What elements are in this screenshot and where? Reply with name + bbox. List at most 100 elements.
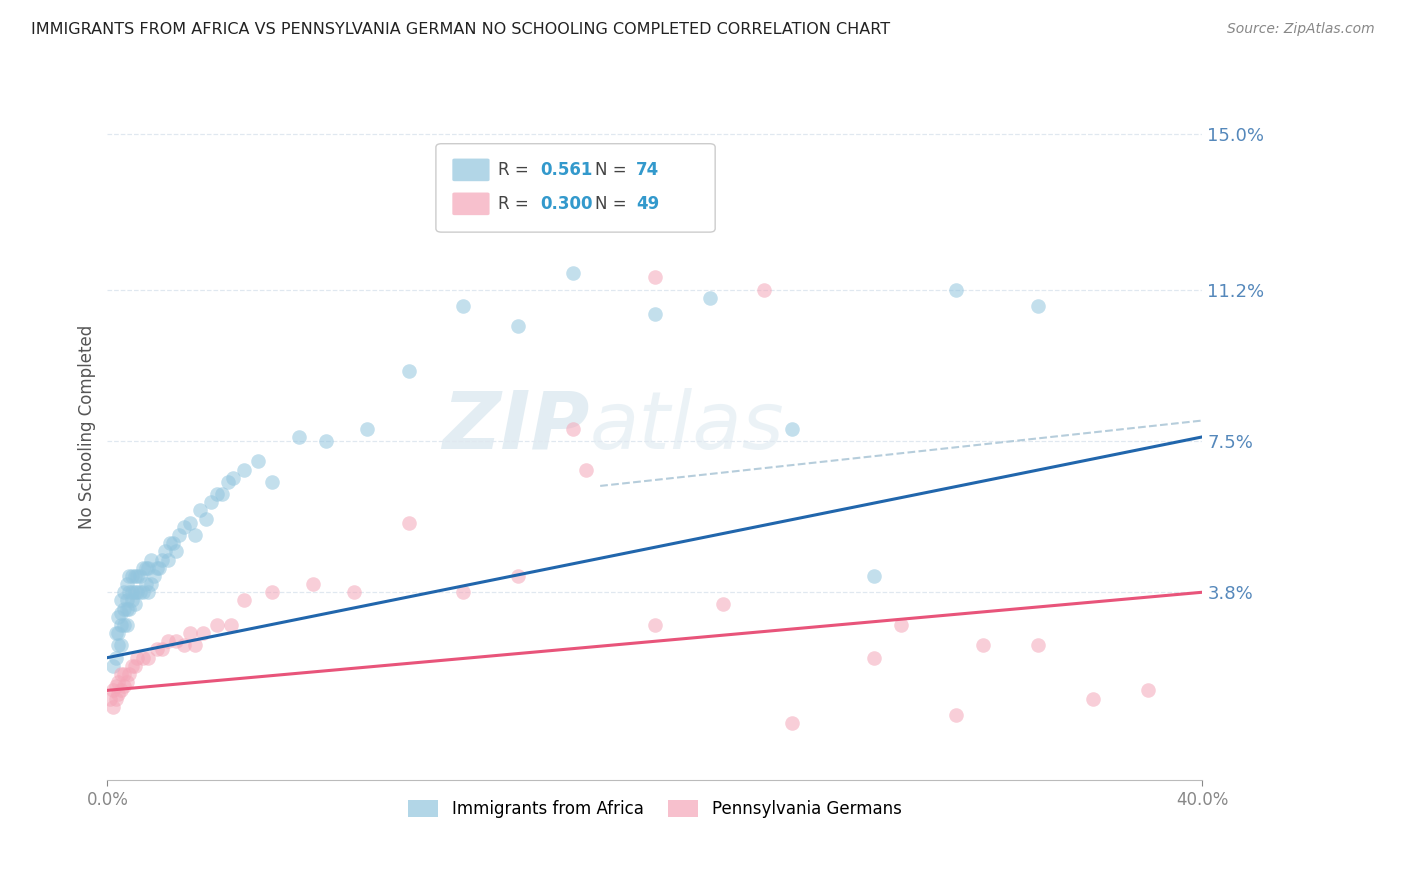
Point [129,585,152,599]
Point [453,585,475,599]
Point [115,675,138,690]
Point [173,639,195,653]
Point [356,422,378,436]
Point [150,552,173,566]
Point [205,487,228,501]
FancyBboxPatch shape [453,159,489,181]
Point [644,270,666,285]
Point [124,585,146,599]
Point [115,577,138,591]
Text: R =: R = [498,194,534,213]
Point [112,667,135,681]
Point [343,585,366,599]
Point [141,552,163,566]
Text: N =: N = [595,194,631,213]
Point [711,598,734,612]
Text: IMMIGRANTS FROM AFRICA VS PENNSYLVANIA GERMAN NO SCHOOLING COMPLETED CORRELATION: IMMIGRANTS FROM AFRICA VS PENNSYLVANIA G… [31,22,890,37]
Point [138,560,160,574]
Point [863,569,886,583]
Point [644,307,666,321]
Point [233,462,256,476]
Point [288,430,311,444]
Text: R =: R = [498,161,534,179]
Point [260,585,283,599]
Point [165,544,187,558]
Point [124,598,146,612]
Point [101,699,124,714]
Point [699,291,721,305]
Point [184,528,207,542]
Text: atlas: atlas [589,388,785,466]
Point [1026,639,1049,653]
Point [301,577,323,591]
Legend: Immigrants from Africa, Pennsylvania Germans: Immigrants from Africa, Pennsylvania Ger… [402,794,908,825]
Point [107,675,129,690]
Point [141,577,163,591]
Point [121,569,143,583]
Point [167,528,190,542]
Point [780,422,803,436]
Point [112,618,135,632]
Point [132,650,155,665]
Text: Source: ZipAtlas.com: Source: ZipAtlas.com [1227,22,1375,37]
Point [754,283,776,297]
Point [124,658,146,673]
Point [121,658,143,673]
Point [121,593,143,607]
Point [150,642,173,657]
Point [506,569,529,583]
Point [129,569,152,583]
Point [315,434,337,448]
Point [110,593,132,607]
Point [118,569,141,583]
Point [575,462,598,476]
Point [101,658,124,673]
Text: ZIP: ZIP [441,388,589,466]
Point [115,601,138,615]
Point [194,511,217,525]
Point [127,650,149,665]
Point [233,593,256,607]
Point [222,471,245,485]
Point [165,634,187,648]
Point [110,639,132,653]
Point [156,552,179,566]
Point [561,266,583,280]
Point [219,618,242,632]
Point [127,585,149,599]
Point [118,601,141,615]
Point [153,544,176,558]
Point [890,618,912,632]
Point [1026,299,1049,313]
Point [101,683,124,698]
Point [104,691,127,706]
Point [1081,691,1104,706]
Point [110,667,132,681]
Point [145,560,167,574]
Point [453,299,475,313]
Point [398,516,420,530]
Point [945,283,967,297]
Point [124,569,146,583]
Point [138,585,160,599]
Point [110,606,132,620]
Point [104,679,127,693]
Point [148,560,170,574]
Point [142,569,165,583]
Point [115,593,138,607]
Point [159,536,181,550]
Point [107,688,129,702]
Point [561,422,583,436]
Point [863,650,886,665]
Point [132,585,155,599]
Point [156,634,179,648]
Point [135,560,157,574]
Point [780,716,803,731]
Point [107,626,129,640]
Point [112,601,135,615]
Point [162,536,184,550]
Point [115,618,138,632]
Point [190,503,212,517]
Point [193,626,215,640]
Point [127,569,149,583]
